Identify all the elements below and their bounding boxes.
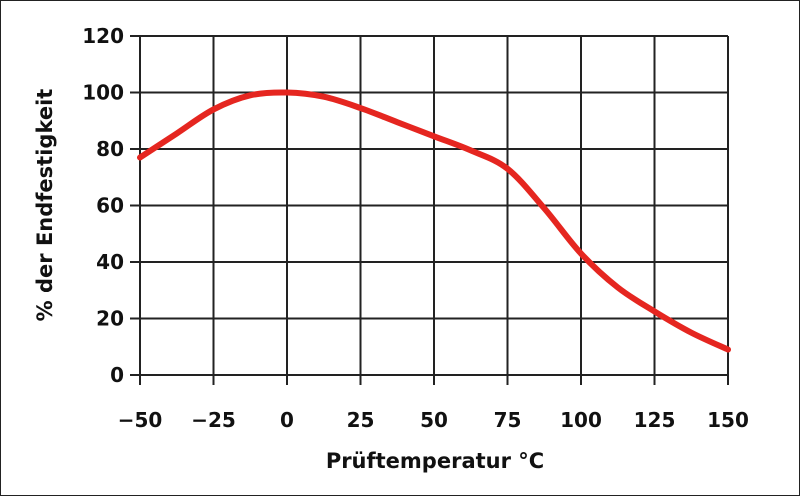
x-tick-label: 0 <box>280 408 294 432</box>
y-axis-label: % der Endfestigkeit <box>33 89 57 322</box>
y-tick-label: 100 <box>82 81 124 105</box>
y-tick-label: 80 <box>96 137 124 161</box>
x-tick-label: −50 <box>118 408 163 432</box>
x-tick-label: 125 <box>634 408 676 432</box>
y-tick-label: 40 <box>96 250 124 274</box>
x-tick-label: 25 <box>347 408 375 432</box>
series-layer <box>137 89 731 353</box>
y-tick-label: 20 <box>96 307 124 331</box>
y-tick-label: 120 <box>82 24 124 48</box>
y-tick-label: 60 <box>96 194 124 218</box>
x-tick-label: 75 <box>494 408 522 432</box>
x-tick-label: 50 <box>420 408 448 432</box>
y-tick-label: 0 <box>110 363 124 387</box>
series-line-0 <box>137 89 731 353</box>
x-tick-label: 100 <box>560 408 602 432</box>
grid <box>130 35 729 385</box>
x-axis-label: Prüftemperatur °C <box>326 449 544 473</box>
x-tick-label: 150 <box>707 408 749 432</box>
y-tick-labels: 0 20 40 60 80 100 120 <box>82 24 124 387</box>
x-tick-label: −25 <box>191 408 236 432</box>
x-tick-labels: −50 −25 0 25 50 75 100 125 150 <box>118 408 749 432</box>
